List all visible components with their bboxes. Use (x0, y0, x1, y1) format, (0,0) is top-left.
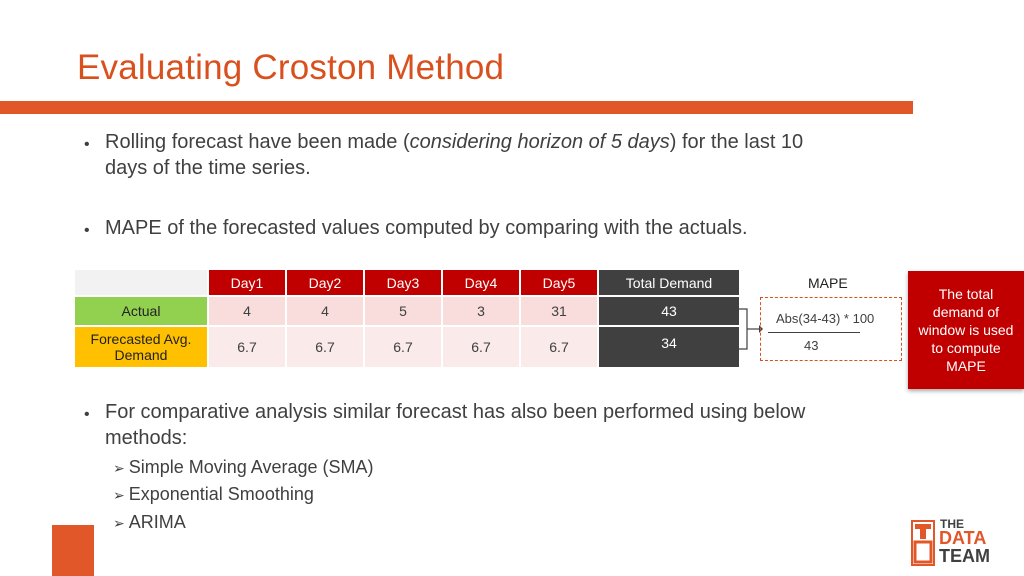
bullet-mape: MAPE of the forecasted values computed b… (105, 217, 748, 239)
arrow-bullet-icon: ➢ (113, 515, 125, 531)
row-label-forecast-line2: Demand (114, 347, 168, 363)
table-corner-cell (73, 268, 209, 297)
mape-numerator: Abs(34-43) * 100 (776, 311, 875, 326)
table-header-total: Total Demand (597, 268, 741, 297)
table-cell: 6.7 (363, 325, 443, 369)
table-cell-actual-total: 43 (597, 295, 741, 327)
sub-item-exp-smoothing: ➢ Exponential Smoothing (113, 484, 314, 505)
table-cell: 6.7 (519, 325, 599, 369)
bullet-text: ) for the last 10 (669, 131, 804, 153)
demand-table: Day1 Day2 Day3 Day4 Day5 Total Demand Ac… (73, 268, 741, 369)
bullet-dot: • (84, 406, 90, 423)
sub-item-sma: ➢ Simple Moving Average (SMA) (113, 457, 374, 478)
sub-item-text: ARIMA (128, 512, 186, 532)
bracket-connector (737, 308, 763, 350)
data-team-logo: THE DATA TEAM (911, 518, 1019, 568)
table-header-row: Day1 Day2 Day3 Day4 Day5 Total Demand (73, 268, 741, 297)
table-cell: 3 (441, 295, 521, 327)
table-cell: 6.7 (441, 325, 521, 369)
bullet-rolling-forecast: Rolling forecast have been made (conside… (105, 129, 885, 181)
table-row-forecast: Forecasted Avg. Demand 6.7 6.7 6.7 6.7 6… (73, 325, 741, 369)
table-cell-forecast-total: 34 (597, 325, 741, 369)
mape-callout: The total demand of window is used to co… (908, 271, 1024, 389)
mape-formula-box (760, 297, 902, 361)
table-cell: 6.7 (207, 325, 287, 369)
row-label-actual: Actual (73, 295, 209, 327)
page-title: Evaluating Croston Method (77, 48, 505, 87)
sub-item-text: Simple Moving Average (SMA) (128, 457, 374, 477)
table-cell: 6.7 (285, 325, 365, 369)
table-header-day5: Day5 (519, 268, 599, 297)
logo-text-data: DATA (939, 528, 987, 548)
title-accent-bar (0, 101, 913, 114)
bullet-dot: • (84, 222, 90, 239)
bullet-comparative: For comparative analysis similar forecas… (105, 399, 895, 451)
table-header-day4: Day4 (441, 268, 521, 297)
sub-item-text: Exponential Smoothing (128, 484, 314, 504)
mape-fraction-line (768, 332, 860, 333)
mape-label: MAPE (808, 275, 848, 291)
logo-text-team: TEAM (939, 546, 990, 566)
table-header-day1: Day1 (207, 268, 287, 297)
sub-item-arima: ➢ ARIMA (113, 512, 186, 533)
table-header-day2: Day2 (285, 268, 365, 297)
table-cell: 4 (285, 295, 365, 327)
bullet-text: Rolling forecast have been made ( (105, 131, 410, 153)
arrow-bullet-icon: ➢ (113, 460, 125, 476)
decorative-orange-square (52, 525, 94, 576)
table-cell: 4 (207, 295, 287, 327)
bullet-italic-text: considering horizon of 5 days (409, 131, 670, 153)
bullet-text: methods: (105, 427, 188, 449)
bullet-text: For comparative analysis similar forecas… (105, 401, 806, 423)
table-header-day3: Day3 (363, 268, 443, 297)
arrow-bullet-icon: ➢ (113, 487, 125, 503)
table-row-actual: Actual 4 4 5 3 31 43 (73, 295, 741, 327)
row-label-forecast-line1: Forecasted Avg. (90, 331, 192, 347)
mape-denominator: 43 (804, 338, 819, 353)
bullet-dot: • (84, 136, 90, 153)
table-cell: 5 (363, 295, 443, 327)
bullet-text: days of the time series. (105, 157, 311, 179)
row-label-forecast: Forecasted Avg. Demand (73, 325, 209, 369)
logo-mark-icon (911, 520, 935, 566)
table-cell: 31 (519, 295, 599, 327)
logo-text-the: THE (940, 517, 964, 531)
